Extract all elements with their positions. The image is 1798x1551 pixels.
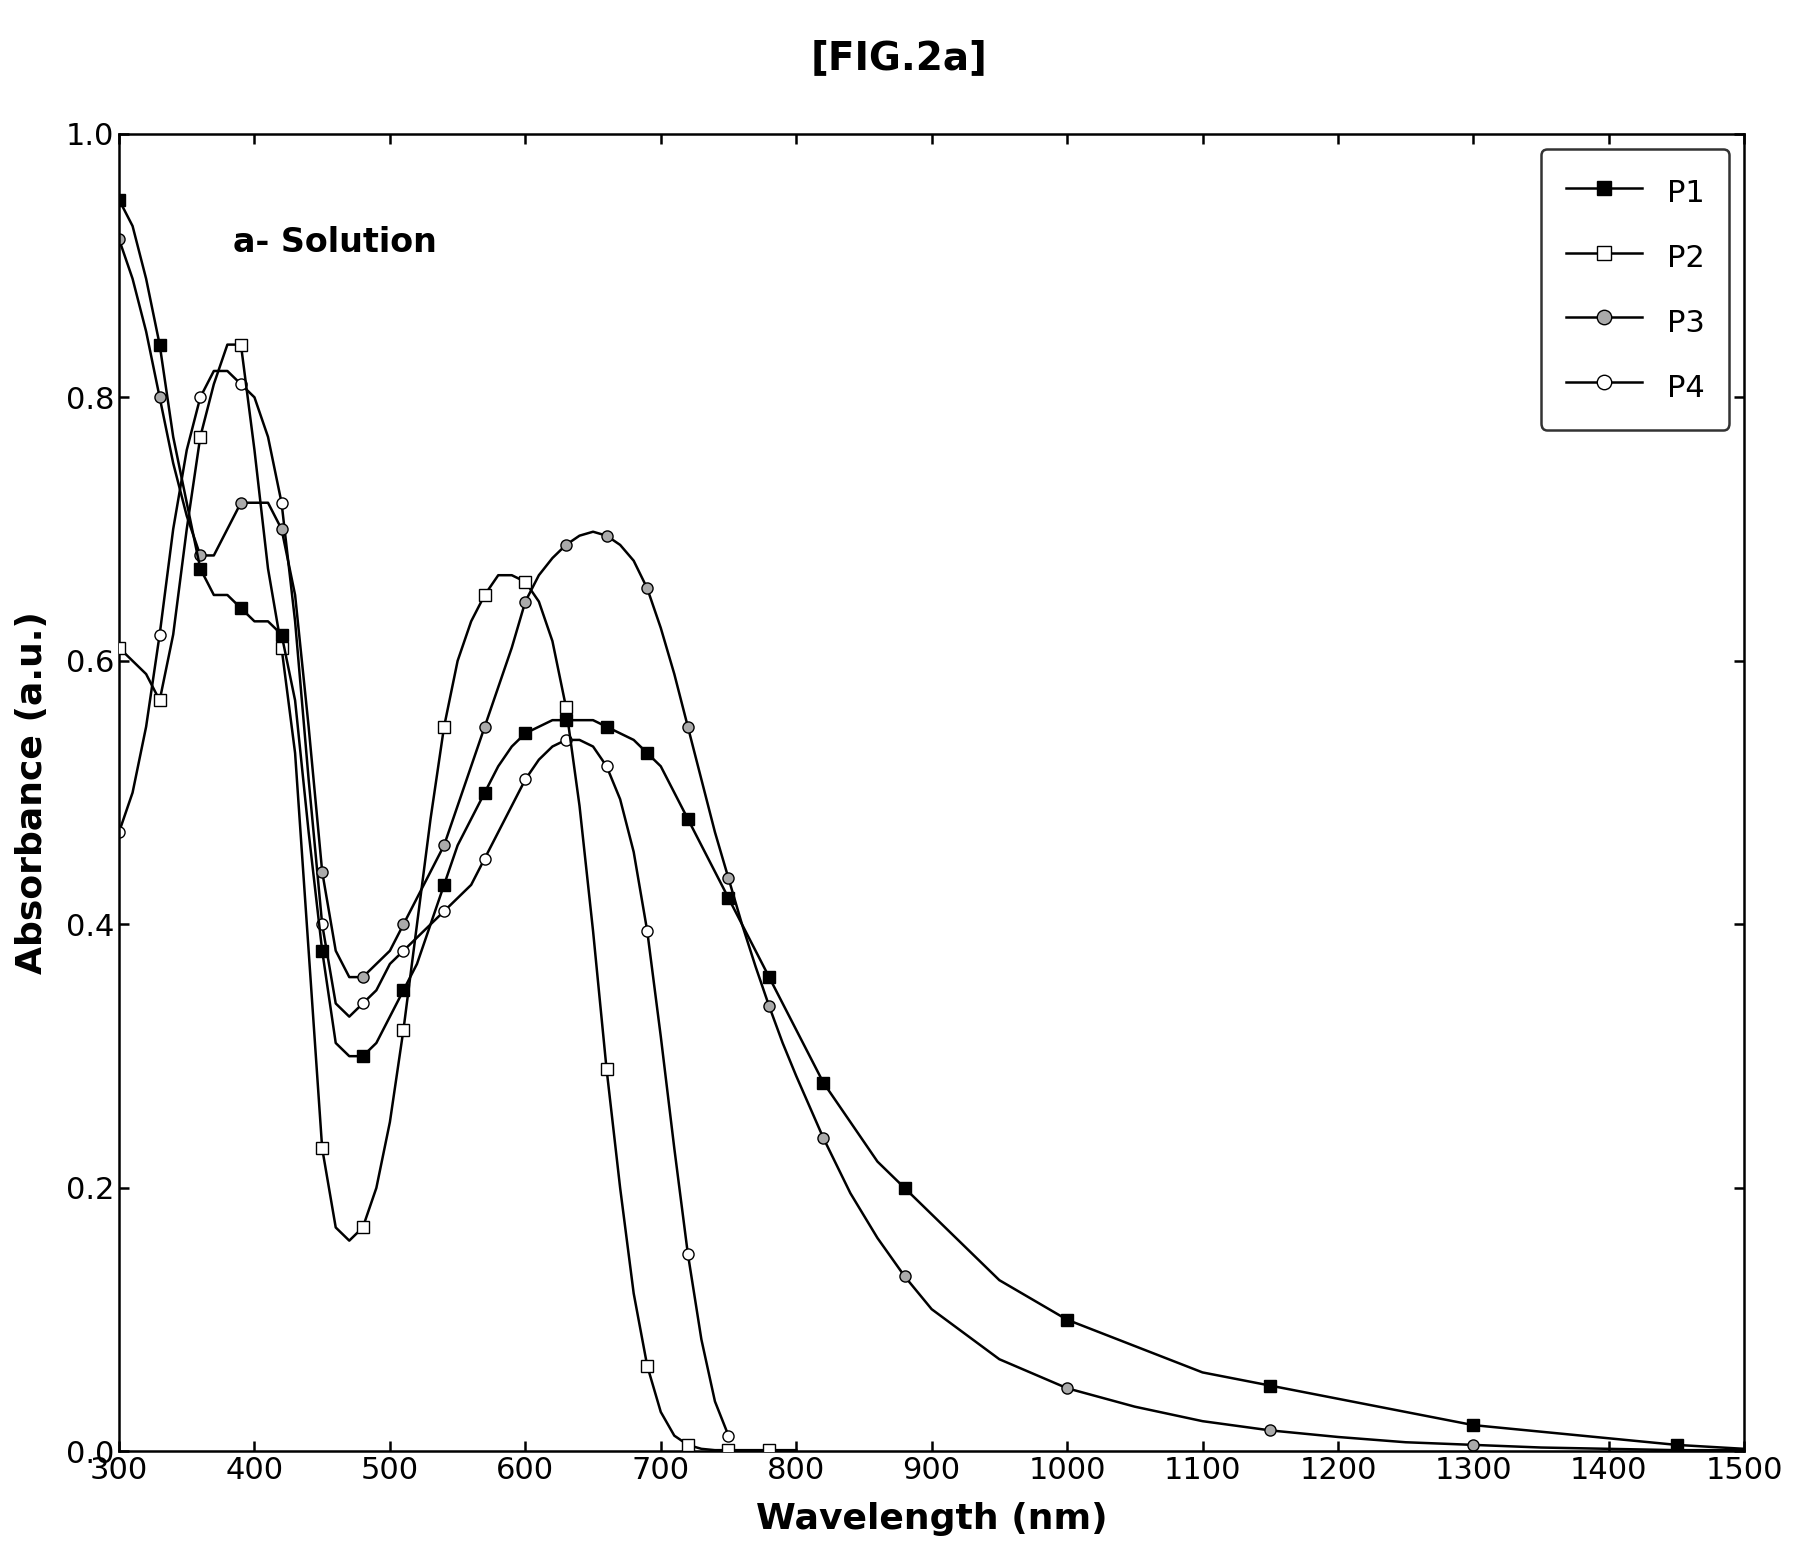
Line: P3: P3 — [113, 234, 1749, 1456]
P3 — [1733, 1441, 1755, 1459]
P1 — [108, 191, 129, 209]
P2 — [786, 1441, 807, 1459]
P4 — [529, 751, 550, 769]
P4 — [541, 737, 563, 755]
P4 — [135, 718, 156, 737]
P4 — [311, 915, 333, 934]
P4 — [636, 921, 658, 940]
P4 — [352, 994, 374, 1013]
P1 — [1598, 1428, 1620, 1447]
P4 — [448, 889, 469, 907]
P4 — [149, 625, 171, 644]
P2 — [108, 639, 129, 658]
Text: a- Solution: a- Solution — [232, 226, 437, 259]
P4 — [705, 1393, 726, 1411]
P4 — [419, 915, 441, 934]
P4 — [271, 493, 293, 512]
P4 — [203, 361, 225, 380]
P4 — [556, 731, 577, 749]
P4 — [433, 903, 455, 921]
P4 — [690, 1331, 712, 1349]
P1 — [325, 1033, 347, 1052]
P4 — [487, 824, 509, 842]
P2 — [771, 1441, 793, 1459]
P4 — [475, 850, 496, 869]
Text: [FIG.2a]: [FIG.2a] — [811, 39, 987, 78]
P4 — [663, 1138, 685, 1157]
P4 — [678, 1244, 699, 1263]
P4 — [216, 361, 237, 380]
Line: P4: P4 — [113, 366, 734, 1441]
P2 — [705, 1441, 726, 1459]
P4 — [610, 789, 631, 808]
P4 — [245, 388, 266, 406]
P4 — [502, 797, 523, 816]
P3 — [311, 862, 333, 881]
P4 — [325, 994, 347, 1013]
P1 — [311, 941, 333, 960]
P2 — [610, 1179, 631, 1197]
P1 — [1733, 1439, 1755, 1458]
P4 — [651, 1027, 672, 1045]
X-axis label: Wavelength (nm): Wavelength (nm) — [755, 1501, 1108, 1535]
P3 — [487, 678, 509, 696]
P4 — [379, 954, 401, 972]
P3 — [108, 230, 129, 248]
P4 — [365, 980, 387, 999]
P4 — [460, 876, 482, 895]
P4 — [108, 824, 129, 842]
P2 — [338, 1231, 360, 1250]
Line: P2: P2 — [113, 340, 802, 1456]
P1 — [1259, 1376, 1280, 1394]
P4 — [176, 440, 198, 459]
P4 — [338, 1007, 360, 1025]
P4 — [622, 842, 644, 861]
P2 — [568, 797, 590, 816]
P3 — [1259, 1421, 1280, 1439]
P3 — [325, 941, 347, 960]
P2 — [325, 1218, 347, 1236]
P1 — [636, 744, 658, 763]
P2 — [216, 335, 237, 354]
Y-axis label: Absorbance (a.u.): Absorbance (a.u.) — [14, 611, 49, 974]
P4 — [189, 388, 210, 406]
P3 — [636, 579, 658, 597]
P1 — [622, 731, 644, 749]
P4 — [514, 771, 536, 789]
P4 — [583, 737, 604, 755]
P4 — [122, 783, 144, 802]
P4 — [717, 1427, 739, 1446]
Line: P1: P1 — [113, 194, 1749, 1455]
P4 — [568, 731, 590, 749]
P4 — [230, 375, 252, 394]
P3 — [622, 552, 644, 571]
P4 — [257, 428, 279, 447]
P3 — [1665, 1441, 1687, 1459]
Legend: P1, P2, P3, P4: P1, P2, P3, P4 — [1541, 149, 1730, 430]
P4 — [406, 927, 428, 946]
P4 — [284, 613, 306, 631]
P4 — [298, 771, 320, 789]
P4 — [392, 941, 414, 960]
P2 — [271, 639, 293, 658]
P4 — [595, 757, 617, 776]
P4 — [162, 520, 183, 538]
